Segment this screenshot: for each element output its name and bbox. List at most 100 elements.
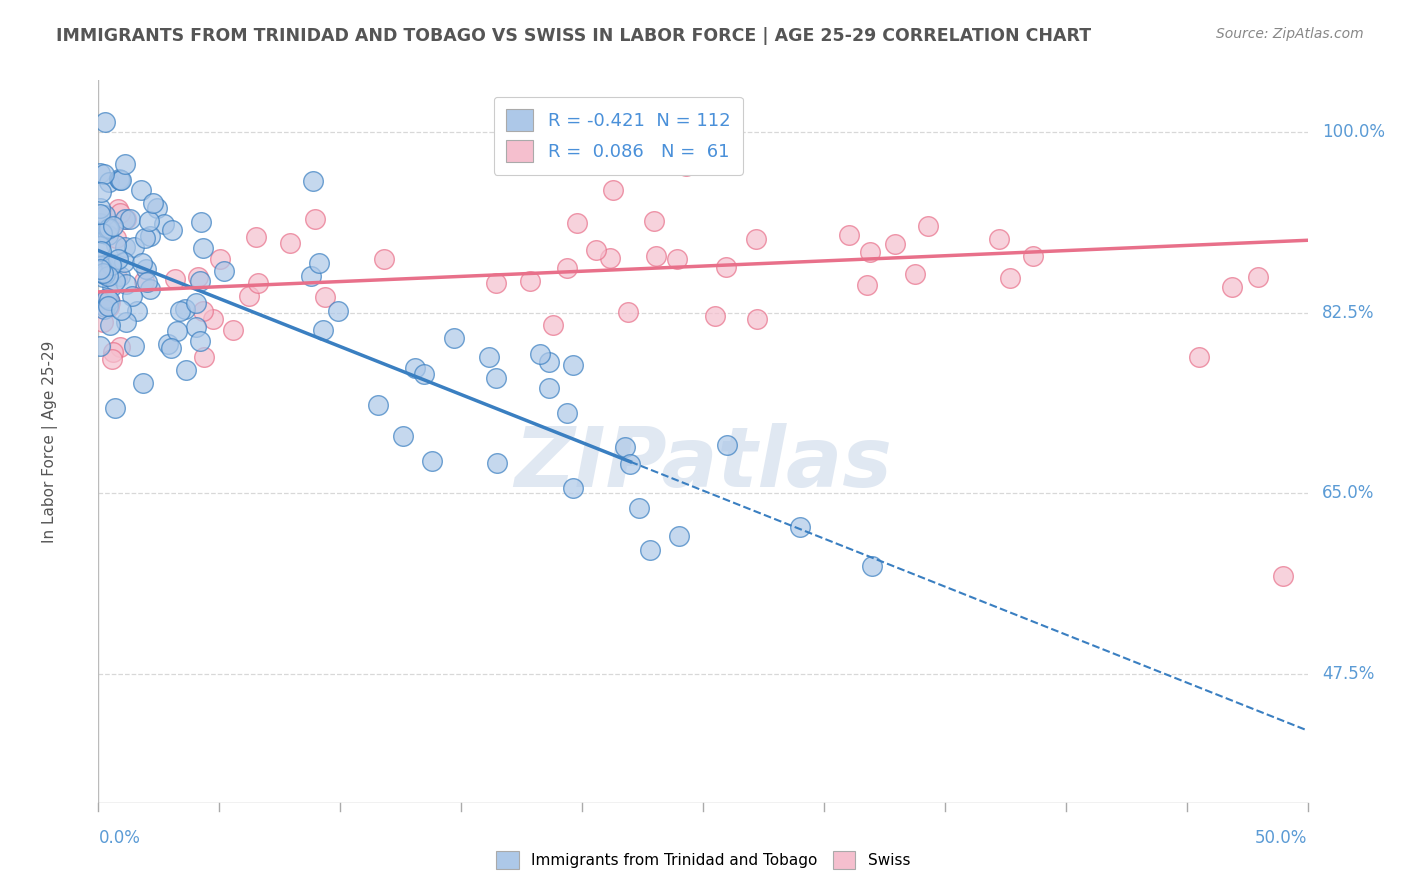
Point [373,252,395,267]
Point [1246,269,1268,284]
Point [97,227,120,242]
Point [278,235,301,250]
Point [860,558,883,573]
Point [131,256,153,270]
Point [187,270,209,285]
Point [668,528,690,542]
Point [174,363,197,377]
Point [246,276,269,290]
Point [114,157,136,171]
Point [94,300,117,314]
Point [666,252,689,267]
Point [392,428,415,442]
Point [162,223,184,237]
Point [93,260,115,275]
Point [1220,279,1243,293]
Point [100,258,122,272]
Point [114,255,136,269]
Point [312,323,335,337]
Point [208,252,231,266]
Point [104,401,127,415]
Legend: R = -0.421  N = 112, R =  0.086   N =  61: R = -0.421 N = 112, R = 0.086 N = 61 [494,96,744,175]
Point [91,226,114,240]
Text: Source: ZipAtlas.com: Source: ZipAtlas.com [1216,27,1364,41]
Point [97,269,120,284]
Point [541,318,564,333]
Point [486,456,509,470]
Point [485,276,508,290]
Point [91,261,114,276]
Point [186,319,208,334]
Point [308,256,330,270]
Point [142,196,165,211]
Point [101,345,124,359]
Point [90,260,112,274]
Point [917,219,939,233]
Text: 0.0%: 0.0% [98,829,141,847]
Point [328,303,350,318]
Point [132,274,155,288]
Point [90,185,112,199]
Point [212,263,235,277]
Point [714,260,737,274]
Point [193,351,215,365]
Point [96,291,118,305]
Point [110,173,132,187]
Point [555,405,578,419]
Point [619,457,641,471]
Point [97,220,120,235]
Point [478,351,501,365]
Point [94,114,117,128]
Point [745,232,768,246]
Point [557,261,579,276]
Point [1188,350,1211,364]
Text: ZIPatlas: ZIPatlas [515,423,891,504]
Point [89,166,111,180]
Point [110,205,132,219]
Point [101,279,124,293]
Point [89,238,111,252]
Point [98,318,121,332]
Text: In Labor Force | Age 25-29: In Labor Force | Age 25-29 [42,341,58,542]
Point [97,299,120,313]
Point [191,303,214,318]
Point [134,230,156,244]
Point [163,272,186,286]
Point [118,212,141,227]
Point [485,371,508,385]
Point [122,339,145,353]
Point [108,173,131,187]
Point [114,212,136,227]
Point [152,217,174,231]
Point [114,211,136,226]
Point [562,358,585,372]
Point [100,258,122,272]
Point [157,336,180,351]
Point [104,231,127,245]
Point [602,183,624,197]
Point [91,297,114,311]
Point [537,355,560,369]
Point [89,201,111,215]
Point [94,208,117,222]
Point [640,542,662,557]
Point [159,342,181,356]
Point [538,381,561,395]
Point [121,289,143,303]
Point [125,303,148,318]
Point [188,274,211,288]
Point [105,238,128,252]
Point [108,172,131,186]
Point [627,500,650,515]
Point [675,159,697,173]
Point [115,277,138,291]
Point [302,174,325,188]
Legend: Immigrants from Trinidad and Tobago, Swiss: Immigrants from Trinidad and Tobago, Swi… [489,845,917,875]
Point [856,278,879,293]
Point [201,312,224,326]
Point [617,305,640,319]
Point [101,219,124,233]
Point [90,244,112,259]
Text: IMMIGRANTS FROM TRINIDAD AND TOBAGO VS SWISS IN LABOR FORCE | AGE 25-29 CORRELAT: IMMIGRANTS FROM TRINIDAD AND TOBAGO VS S… [56,27,1091,45]
Point [89,207,111,221]
